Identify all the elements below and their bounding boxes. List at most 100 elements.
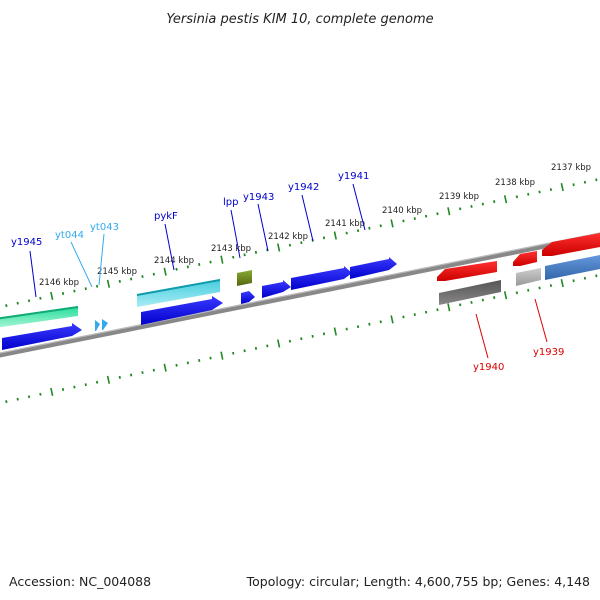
inner-minor-tick <box>152 368 155 372</box>
outer-major-tick <box>163 267 167 276</box>
inner-minor-tick <box>27 395 31 399</box>
leader-lpp <box>230 209 241 259</box>
inner-minor-tick <box>459 303 462 307</box>
inner-minor-tick <box>345 327 348 331</box>
outer-minor-tick <box>288 243 292 247</box>
inner-minor-tick <box>583 276 587 280</box>
inner-minor-tick <box>311 334 314 338</box>
gene-lpp-arrow[interactable] <box>241 291 255 304</box>
gene-label-y1942[interactable]: y1942 <box>288 182 319 193</box>
inner-minor-tick <box>288 339 292 343</box>
gene-label-yt044[interactable]: yt044 <box>55 230 84 241</box>
outer-major-tick <box>390 219 394 228</box>
gene-right-red-arrow[interactable] <box>542 232 600 256</box>
inner-minor-tick <box>209 356 212 360</box>
outer-major-tick <box>106 279 111 288</box>
inner-minor-tick <box>515 291 519 295</box>
gene-label-y1945[interactable]: y1945 <box>11 237 42 248</box>
kbp-label-2141: 2141 kbp <box>325 219 365 229</box>
gene-label-pykF[interactable]: pykF <box>154 211 178 222</box>
gene-label-lpp[interactable]: lpp <box>223 197 238 208</box>
gene-y1941-arrow[interactable] <box>350 257 397 279</box>
gene-pykF-feature[interactable] <box>137 279 220 307</box>
kbp-label-2142: 2142 kbp <box>268 232 308 242</box>
inner-minor-tick <box>300 337 303 341</box>
gene-y1939-feature[interactable] <box>516 268 541 286</box>
outer-minor-tick <box>130 277 133 281</box>
gene-y1939-arrow[interactable] <box>513 251 537 266</box>
outer-minor-tick <box>470 204 473 208</box>
inner-minor-tick <box>130 373 133 377</box>
inner-minor-tick <box>470 300 473 304</box>
gene-y1943-arrow[interactable] <box>262 280 291 298</box>
leader-y1943 <box>257 203 269 252</box>
gene-y1940-arrow[interactable] <box>437 261 497 281</box>
kbp-label-2144: 2144 kbp <box>154 256 194 266</box>
outer-minor-tick <box>549 188 553 192</box>
inner-major-tick <box>390 315 394 324</box>
outer-minor-tick <box>595 178 598 182</box>
gene-label-yt043[interactable]: yt043 <box>90 222 119 233</box>
leader-pykF <box>164 223 175 271</box>
gene-label-y1940[interactable]: y1940 <box>473 362 504 373</box>
inner-minor-tick <box>5 400 8 404</box>
inner-minor-tick <box>356 325 360 329</box>
gene-label-y1939[interactable]: y1939 <box>533 347 564 358</box>
outer-minor-tick <box>413 217 416 220</box>
inner-major-tick <box>220 351 224 360</box>
gene-y1945-arrow[interactable] <box>2 323 82 350</box>
inner-major-tick <box>277 339 281 348</box>
inner-minor-tick <box>595 274 598 278</box>
outer-minor-tick <box>345 231 348 235</box>
inner-minor-tick <box>39 392 42 396</box>
inner-major-tick <box>503 291 508 300</box>
gene-y1940-feature[interactable] <box>439 280 501 305</box>
outer-minor-tick <box>73 289 76 293</box>
outer-minor-tick <box>254 250 258 254</box>
inner-minor-tick <box>527 288 530 292</box>
outer-minor-tick <box>356 229 360 233</box>
leader-y1945 <box>29 250 37 298</box>
inner-minor-tick <box>232 351 235 355</box>
outer-minor-tick <box>481 202 484 206</box>
inner-major-tick <box>333 327 337 336</box>
inner-minor-tick <box>549 284 553 288</box>
gene-lpp-feature[interactable] <box>237 270 252 286</box>
outer-minor-tick <box>493 200 496 204</box>
trna-yt043[interactable] <box>102 319 108 330</box>
outer-minor-tick <box>5 304 8 308</box>
gene-label-y1941[interactable]: y1941 <box>338 171 369 182</box>
outer-tick-track <box>5 178 598 308</box>
outer-minor-tick <box>27 299 31 303</box>
gene-y1942-arrow[interactable] <box>291 266 352 290</box>
outer-minor-tick <box>209 260 212 264</box>
gene-right-steelblue-feature[interactable] <box>545 254 600 280</box>
outer-major-tick <box>50 291 54 300</box>
inner-major-tick <box>163 363 167 372</box>
accession-text: Accession: NC_004088 <box>9 574 151 589</box>
gene-label-y1943[interactable]: y1943 <box>243 192 274 203</box>
inner-minor-tick <box>95 380 99 384</box>
outer-minor-tick <box>572 183 575 187</box>
inner-minor-tick <box>186 361 189 365</box>
outer-minor-tick <box>232 255 235 259</box>
outer-major-tick <box>277 243 281 252</box>
outer-major-tick <box>220 255 224 264</box>
outer-major-tick <box>333 231 337 240</box>
outer-major-tick <box>447 207 451 216</box>
leader-y1942 <box>301 194 314 242</box>
outer-minor-tick <box>583 180 587 184</box>
gene-pykF-arrow[interactable] <box>141 296 223 325</box>
outer-minor-tick <box>198 262 201 267</box>
outer-minor-tick <box>402 219 405 223</box>
inner-minor-tick <box>481 298 484 302</box>
outer-minor-tick <box>436 212 439 216</box>
gene-y1945-cds[interactable] <box>0 306 78 328</box>
inner-minor-tick <box>84 383 87 387</box>
leader-yt044 <box>70 241 93 288</box>
outer-minor-tick <box>175 267 178 271</box>
inner-minor-tick <box>493 296 496 300</box>
trna-yt044[interactable] <box>95 320 100 331</box>
